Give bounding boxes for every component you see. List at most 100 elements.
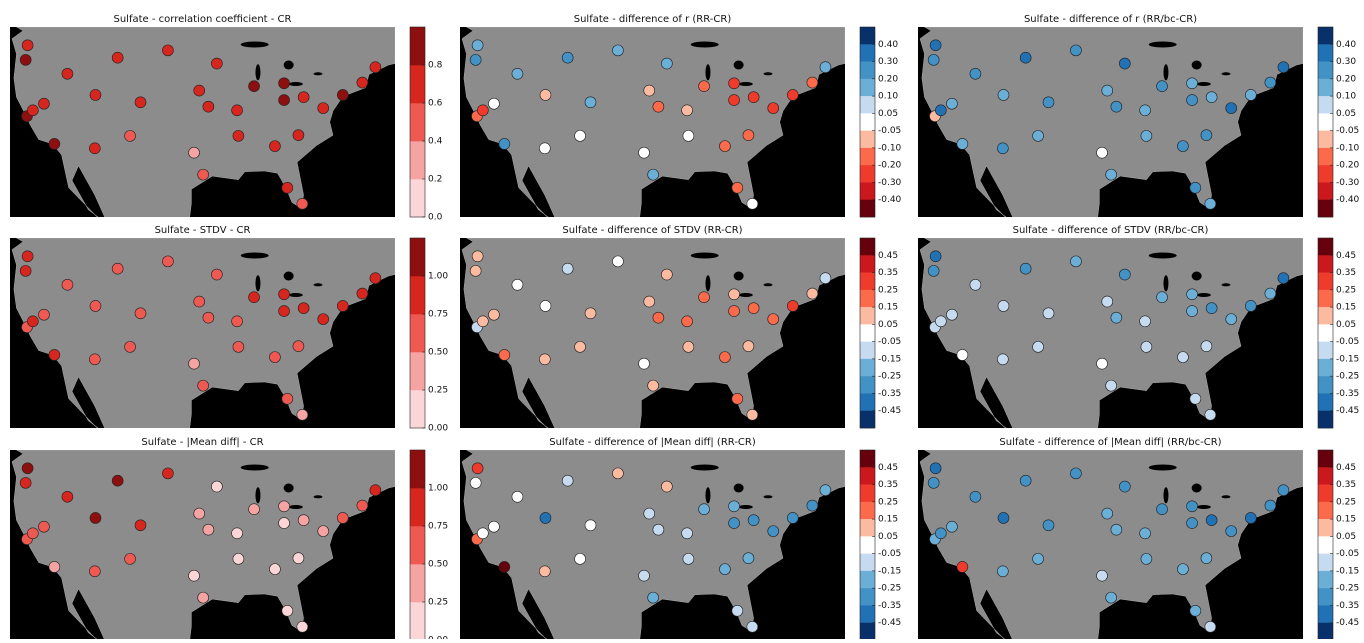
colorbar-swatch: [410, 65, 425, 104]
station-dot: [819, 61, 832, 73]
station-dot: [747, 302, 760, 314]
colorbar-swatch: [1318, 519, 1333, 537]
colorbar-swatch: [1318, 324, 1333, 342]
station-dot: [1042, 519, 1055, 532]
panel-title: Sulfate - difference of |Mean diff| (RR-…: [549, 437, 756, 448]
station-dot: [89, 353, 101, 366]
station-dot: [728, 500, 740, 513]
station-dot: [1119, 268, 1131, 281]
station-dot: [584, 96, 597, 109]
map: [919, 27, 1303, 217]
colorbar-swatch: [1318, 78, 1333, 97]
station-dot: [698, 80, 710, 92]
station-dot: [1110, 311, 1123, 324]
colorbar-tick-label: 0.25: [878, 497, 898, 507]
station-dot: [742, 552, 755, 564]
station-dot: [1070, 255, 1082, 268]
station-dot: [477, 527, 489, 540]
station-dot: [477, 315, 489, 328]
lake: [288, 505, 303, 509]
station-dot: [162, 44, 174, 57]
station-dot: [698, 291, 710, 303]
lake: [733, 483, 744, 493]
station-dot: [488, 520, 500, 533]
lake: [1196, 82, 1211, 86]
station-dot: [61, 278, 74, 291]
station-dot: [997, 353, 1009, 366]
station-dot: [927, 477, 940, 489]
station-dot: [746, 198, 759, 210]
colorbar-frame: [1317, 26, 1334, 218]
colorbar-swatch: [1318, 289, 1333, 308]
station-dot: [728, 94, 740, 106]
colorbar-swatch: [860, 96, 875, 114]
station-dot: [281, 604, 294, 617]
station-dot: [1177, 140, 1189, 152]
colorbar-tick-label: 0.10: [878, 92, 898, 102]
station-dot: [356, 76, 369, 89]
panel: Sulfate - difference of |Mean diff| (RR/…: [918, 437, 1359, 641]
station-dot: [197, 168, 209, 181]
station-dot: [38, 308, 50, 321]
station-dot: [561, 474, 574, 487]
station-dot: [1032, 341, 1044, 353]
station-dot: [539, 142, 551, 155]
colorbar-tick-label: 0.2: [428, 175, 442, 185]
station-dot: [728, 305, 740, 317]
station-dot: [946, 308, 958, 321]
station-dot: [124, 130, 136, 142]
station-dot: [728, 517, 740, 529]
colorbar-swatch: [1318, 27, 1333, 45]
station-dot: [38, 520, 50, 533]
colorbar-tick-label: 0.25: [1336, 285, 1356, 295]
lake: [1148, 41, 1177, 48]
colorbar-swatch: [1318, 536, 1333, 554]
lake: [1221, 72, 1231, 76]
station-dot: [197, 591, 209, 604]
colorbar-tick-label: 0.30: [1336, 57, 1356, 67]
colorbar-swatch: [410, 27, 425, 66]
colorbar-tick-label: -0.15: [1336, 354, 1359, 364]
station-dot: [471, 462, 484, 475]
colorbar-tick-label: -0.45: [878, 618, 901, 628]
lake: [283, 483, 294, 493]
station-dot: [498, 138, 511, 150]
colorbar-swatch: [1318, 44, 1333, 62]
colorbar-swatch: [1318, 272, 1333, 291]
colorbar-swatch: [1318, 501, 1333, 520]
station-dot: [498, 349, 511, 361]
station-dot: [193, 295, 206, 308]
lake: [283, 60, 294, 70]
station-dot: [134, 96, 147, 109]
station-dot: [21, 39, 34, 52]
colorbar-swatch: [1318, 450, 1333, 468]
station-dot: [1139, 104, 1151, 117]
station-dot: [21, 462, 34, 475]
station-dot: [269, 563, 281, 575]
station-dot: [511, 67, 524, 80]
station-dot: [946, 520, 958, 533]
lake: [240, 252, 269, 259]
colorbar-tick-label: -0.35: [1336, 389, 1359, 399]
colorbar-swatch: [410, 103, 425, 142]
station-dot: [61, 67, 74, 80]
colorbar-swatch: [1318, 588, 1333, 606]
station-dot: [61, 490, 74, 503]
station-dot: [297, 91, 310, 103]
colorbar-swatch: [860, 147, 875, 166]
station-dot: [647, 379, 659, 392]
station-dot: [681, 315, 693, 328]
lake: [705, 64, 711, 81]
station-dot: [27, 315, 39, 328]
station-dot: [561, 51, 574, 64]
station-dot: [278, 517, 290, 529]
lake: [763, 495, 773, 499]
station-dot: [1264, 287, 1277, 300]
station-dot: [231, 104, 243, 117]
colorbar-tick-label: -0.45: [1336, 618, 1359, 628]
station-dot: [1101, 507, 1114, 520]
station-dot: [1119, 57, 1131, 70]
station-dot: [584, 307, 597, 320]
station-dot: [1139, 527, 1151, 540]
